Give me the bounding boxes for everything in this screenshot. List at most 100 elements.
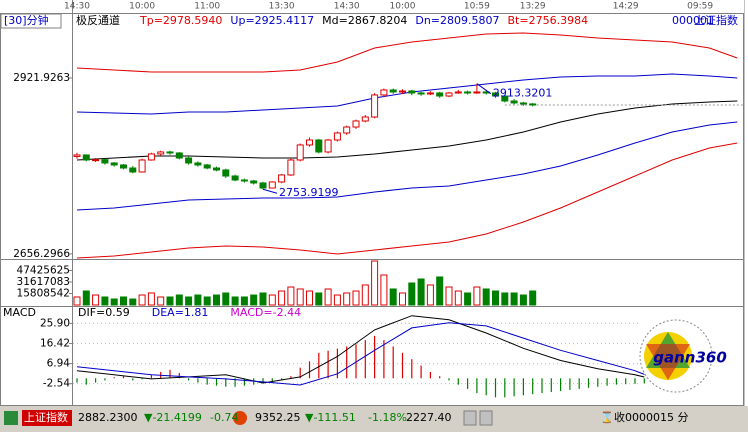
legend-entry: Tp=2978.5940 [139,14,222,27]
candle-body [73,154,81,157]
x-tick-label: 10:00 [390,2,416,12]
candle-body [231,175,239,181]
band-line [76,100,738,161]
candle-body [82,154,90,161]
volume-bar [426,284,434,306]
stock-name: 上证指数 [694,13,738,27]
y-tick-label: -2.54 [43,378,70,390]
stock-code: 000001 [672,14,714,27]
band-line [76,142,738,259]
candle-body [240,179,248,182]
status-item: 9352.25 [255,411,301,424]
status-icon [4,411,18,425]
candle-body [454,91,462,94]
y-tick-label: 2656.2966 [13,248,70,260]
volume-bar [287,286,295,306]
volume-bar [240,296,248,306]
candle-body [194,162,202,166]
annotation-label: 2753.9199 [279,186,339,199]
status-right: 收0000015 分 [614,410,689,424]
status-item: 2227.40 [406,411,452,424]
candle-body [287,159,295,176]
status-item: -0.74 [210,411,238,424]
y-tick-label: 15808542 [17,287,70,299]
candle-body [343,126,351,134]
y-tick-label: 6.94 [47,358,71,370]
x-tick-label: 14:29 [613,2,639,12]
indicator-title: 极反通道 [76,13,120,27]
volume-bar [454,290,462,306]
macd-line [76,322,645,386]
y-tick-label: 25.90 [40,317,70,329]
y-tick-label: 47425625 [17,264,70,276]
y-tick-label: 31617083 [17,276,70,288]
legend-entry: DIF=0.59 [78,306,130,319]
x-tick-label: 13:29 [520,2,546,12]
x-tick-label: 10:59 [464,2,490,12]
status-icon [233,411,247,425]
volume-bar [129,298,137,306]
legend-entry: MACD=-2.44 [230,306,301,319]
candle-body [278,174,286,183]
volume-bar [510,292,518,306]
legend-entry: Dn=2809.5807 [415,14,499,27]
volume-bar [371,260,379,306]
volume-bar [333,294,341,306]
volume-bar [213,294,220,306]
candle-body [250,180,258,184]
volume-bar [110,298,118,306]
candle-body [352,120,360,128]
candle-body [473,91,481,94]
volume-bar [166,296,174,306]
legend-entry: Bt=2756.3984 [508,14,589,27]
volume-bar [185,296,193,306]
volume-bar [473,286,481,306]
volume-bar [389,288,397,306]
volume-bar [73,296,81,306]
candle-body [333,132,341,141]
candle-body [157,151,165,155]
volume-bar [343,292,351,306]
x-tick-label: 14:30 [334,2,360,12]
candle-body [175,152,183,159]
volume-bar [436,276,444,306]
volume-bar [147,292,155,306]
volume-bar [203,296,211,306]
volume-bar [82,290,90,306]
volume-bar [352,290,360,306]
candle-body [110,162,118,166]
volume-bar [408,282,416,306]
candle-body [501,95,509,102]
candle-body [408,90,416,94]
status-button[interactable] [479,410,493,426]
candle-body [399,90,406,93]
status-name[interactable]: 上证指数 [24,410,68,424]
candle-body [166,151,174,154]
x-tick-label: 11:00 [194,2,220,12]
volume-bar [268,294,276,306]
volume-bar [501,292,509,306]
volume-bar [92,294,100,306]
candle-body [492,92,499,97]
status-item: ▼-21.4199 [144,411,202,424]
status-item: 2882.2300 [78,411,138,424]
status-button[interactable] [463,410,477,426]
status-bar [0,406,748,432]
macd-title: MACD [3,306,36,319]
period: [30]分钟 [4,13,49,27]
volume-bar [250,294,258,306]
status-item: ▼-111.51 [305,411,356,424]
candle-body [268,181,276,189]
band-line [76,121,738,211]
volume-bar [399,292,406,306]
candle-body [147,153,155,161]
candle-body [417,92,425,95]
volume-bar [138,294,146,306]
volume-bar [519,294,527,306]
candle-body [371,94,379,118]
period-box [0,13,62,29]
x-tick-label: 09:59 [687,2,713,12]
x-tick-label: 10:00 [129,2,155,12]
candle-body [389,89,397,93]
